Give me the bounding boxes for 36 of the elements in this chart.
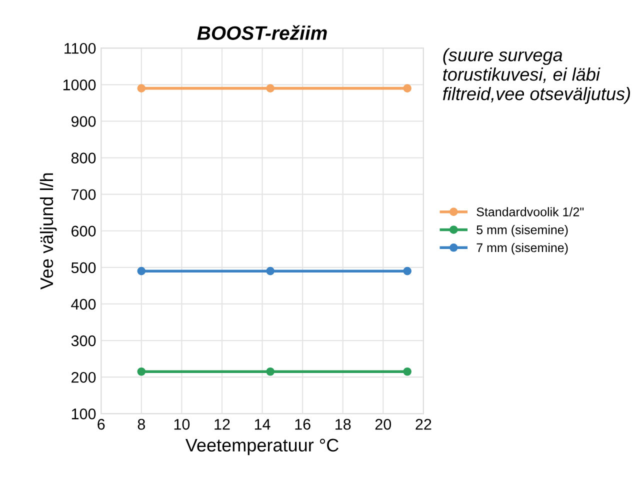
y-tick-label: 200 <box>72 372 96 383</box>
x-tick-label: 14 <box>254 419 270 430</box>
point <box>266 84 275 92</box>
legend-label: 7 mm (sisemine) <box>476 242 568 255</box>
y-tick-label: 800 <box>71 152 96 164</box>
point <box>137 367 146 376</box>
legend-label: 5 mm (sisemine) <box>476 225 568 237</box>
point <box>266 367 275 376</box>
chart-title: BOOST-režiim <box>197 25 327 40</box>
x-tick-label: 10 <box>174 418 190 430</box>
y-tick-label: 400 <box>71 298 96 310</box>
point <box>137 266 146 276</box>
point <box>137 84 146 92</box>
y-tick-label: 700 <box>72 189 96 200</box>
point <box>266 266 275 276</box>
y-tick-label: 900 <box>71 116 96 127</box>
y-tick-label: 500 <box>71 262 96 274</box>
x-tick-label: 20 <box>375 418 392 430</box>
x-tick-label: 18 <box>336 418 351 430</box>
x-tick-label: 8 <box>138 418 145 430</box>
x-tick-label: 6 <box>98 418 105 430</box>
y-tick-label: 300 <box>71 335 96 346</box>
x-tick-label: 16 <box>295 418 310 430</box>
y-tick-label: 1000 <box>63 80 96 90</box>
text: (suure survega torustikuvesi, ei läbi filtreid,vee otseväljutus) <box>443 48 630 104</box>
point <box>403 266 412 276</box>
y-tick-label: 600 <box>72 226 96 237</box>
point <box>403 367 412 376</box>
y-tick-label: 100 <box>72 408 96 420</box>
x-axis-title: Veetemperatuur °C <box>185 438 338 456</box>
y-tick-label: 1100 <box>64 42 96 54</box>
y-axis-title: Vee väljund l/h <box>40 173 57 290</box>
x-tick-label: 22 <box>416 418 432 430</box>
legend-label: Standardvoolik 1/2" <box>476 207 584 216</box>
x-tick-label: 12 <box>214 418 230 430</box>
point <box>403 84 412 92</box>
